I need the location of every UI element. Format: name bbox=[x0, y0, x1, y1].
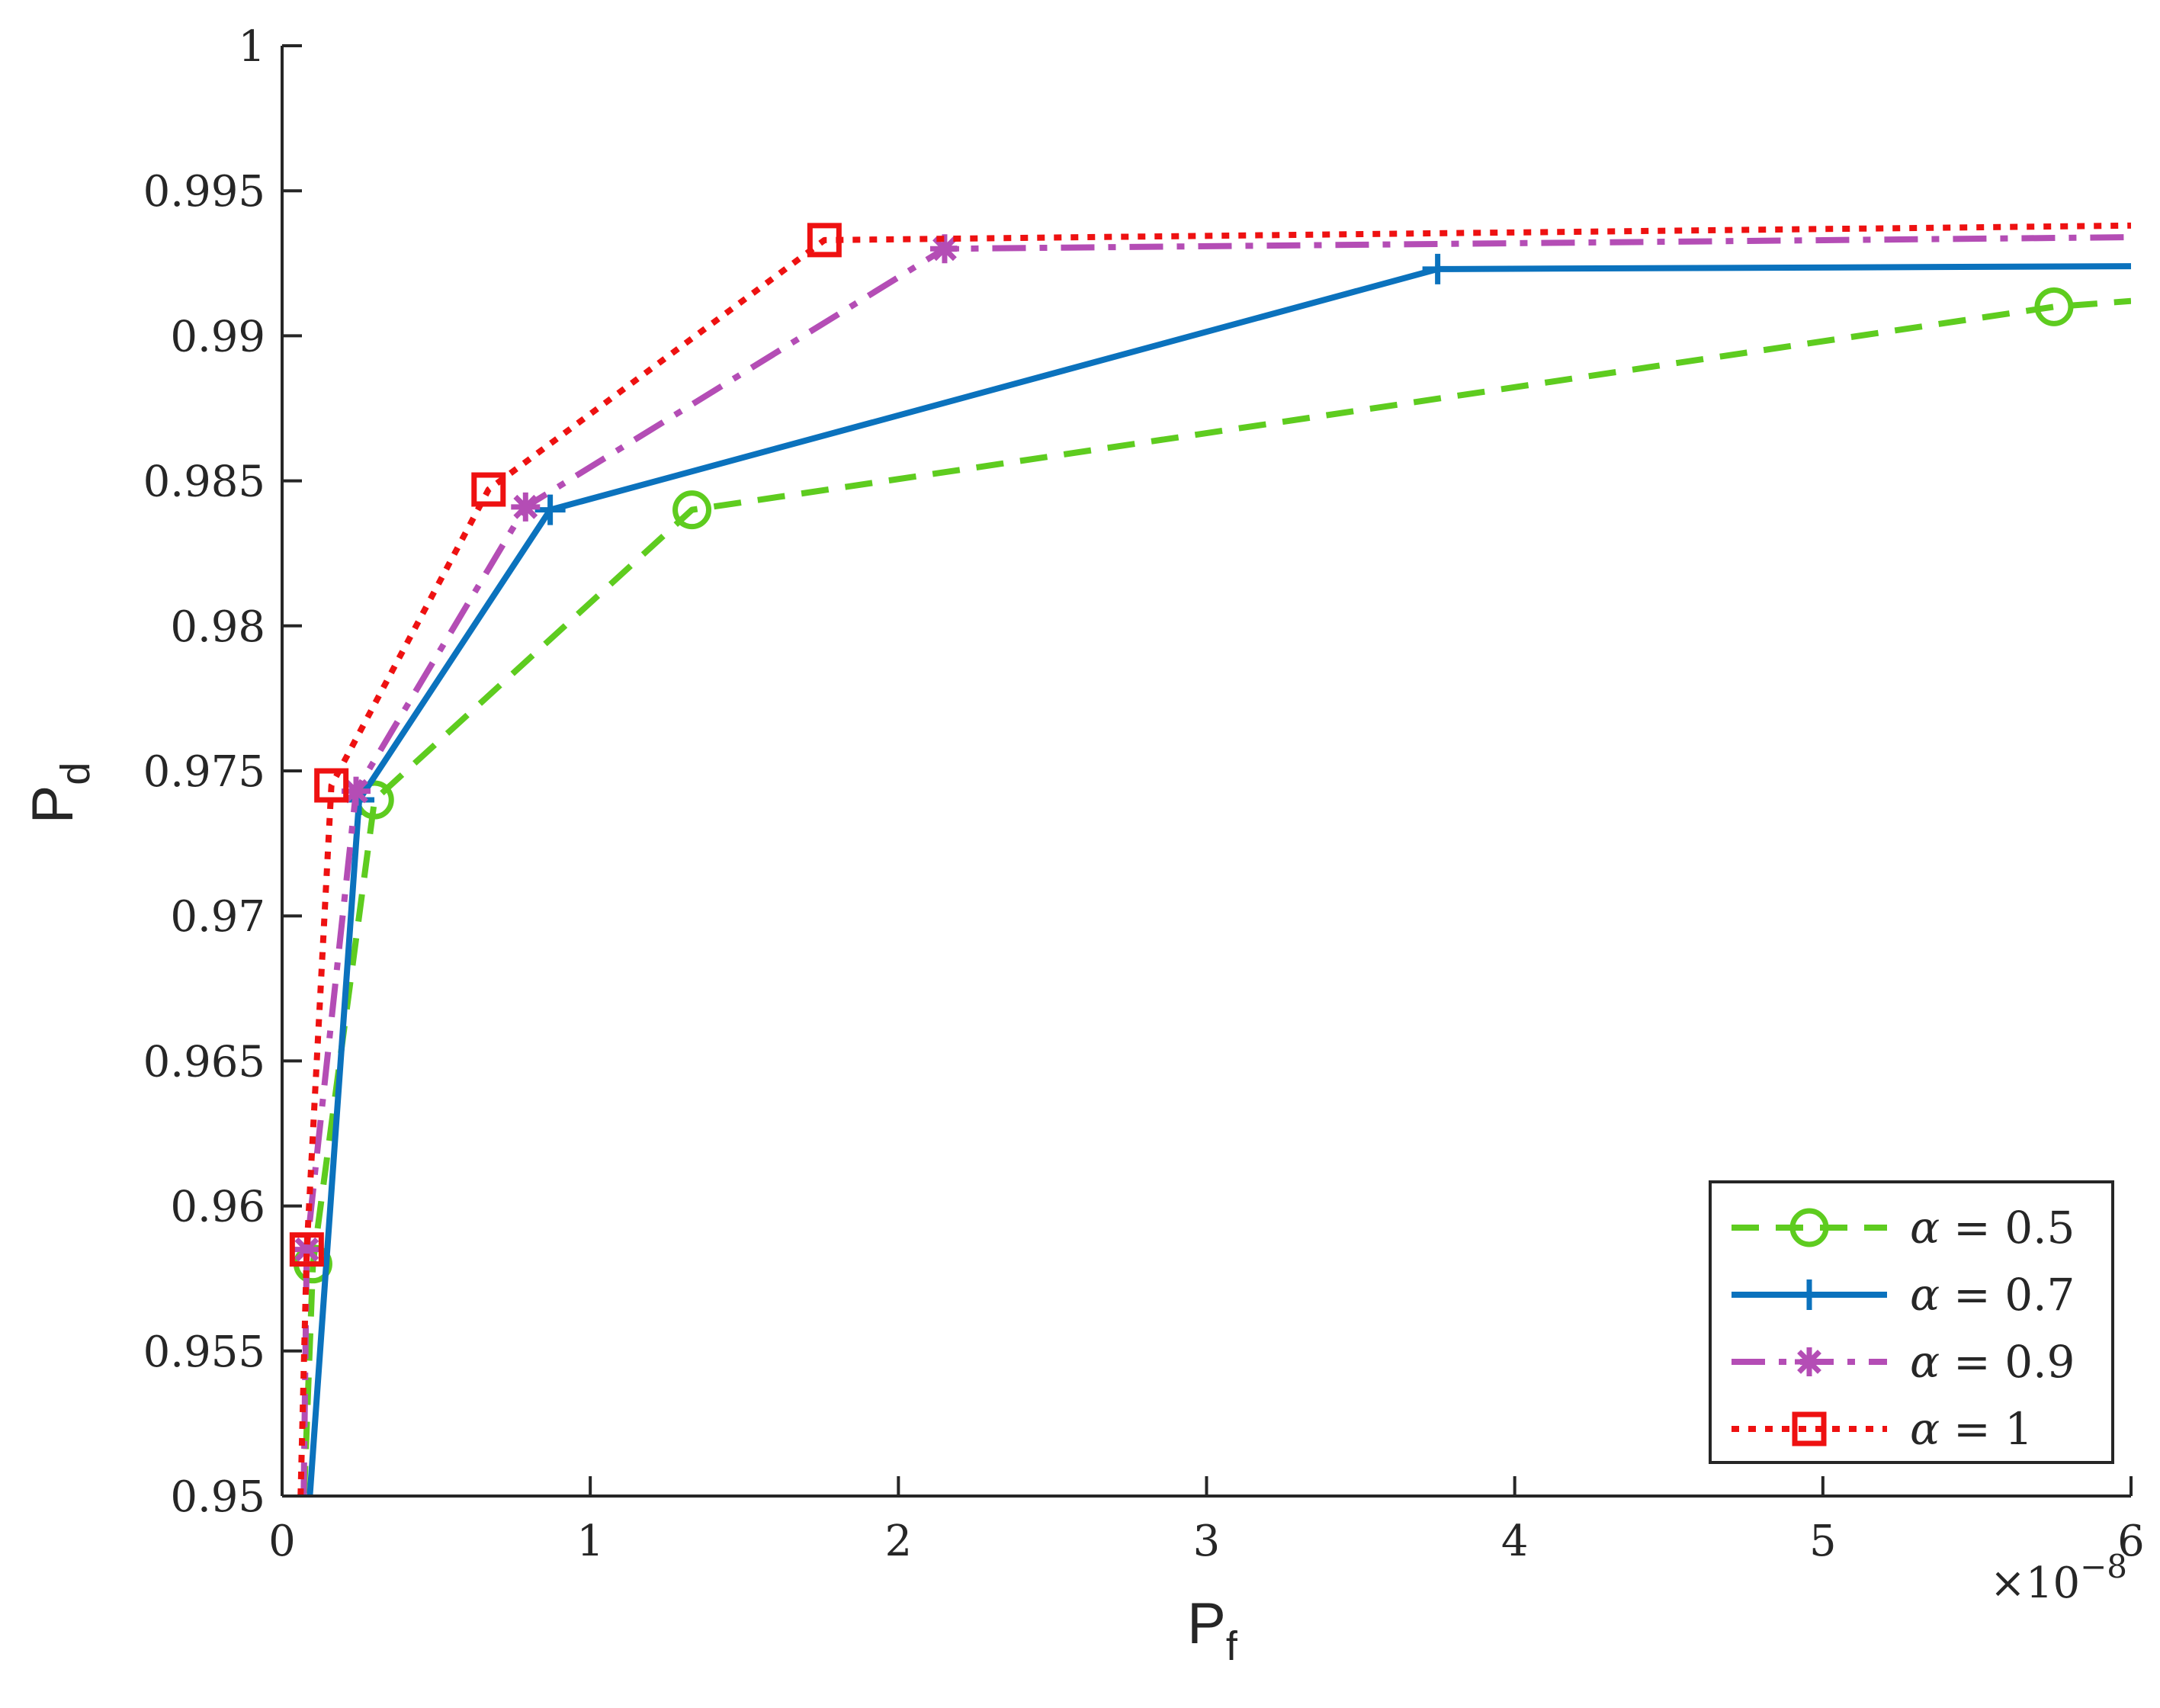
y-tick-label: 0.955 bbox=[143, 1328, 265, 1377]
y-tick-label: 0.995 bbox=[143, 167, 265, 217]
legend-label: α = 0.5 bbox=[1910, 1202, 2075, 1254]
data-point bbox=[292, 1234, 322, 1264]
y-axis: 0.95 0.955 0.96 0.965 0.97 0.975 0.98 0.985 0.99… bbox=[143, 22, 302, 1522]
data-point bbox=[929, 234, 959, 264]
series-3 bbox=[292, 234, 2131, 1496]
data-point bbox=[314, 768, 349, 803]
x-tick-label: 2 bbox=[885, 1517, 913, 1566]
data-point bbox=[534, 494, 566, 525]
y-tick-label: 0.985 bbox=[143, 458, 265, 507]
x-axis-exponent: ×10−8 bbox=[1990, 1548, 2127, 1608]
plot-area bbox=[289, 222, 2131, 1496]
x-axis-label: Pf bbox=[1187, 1591, 1238, 1669]
x-tick-label: 6 bbox=[2117, 1517, 2145, 1566]
legend: α = 0.5 α = 0.7 α = 0.9 α = 1 bbox=[1709, 1180, 2114, 1464]
legend-marker bbox=[1789, 1208, 1829, 1247]
data-point bbox=[289, 1232, 324, 1267]
y-tick-label: 0.98 bbox=[170, 602, 265, 652]
legend-label: α = 0.9 bbox=[1910, 1336, 2075, 1388]
y-tick-label: 0.975 bbox=[143, 747, 265, 797]
y-axis-label: Pd bbox=[21, 762, 98, 824]
data-point bbox=[342, 776, 371, 806]
y-tick-label: 0.97 bbox=[170, 892, 265, 942]
x-tick-label: 5 bbox=[1809, 1517, 1837, 1566]
series-line bbox=[297, 222, 2131, 1496]
y-tick-label: 0.965 bbox=[143, 1037, 265, 1087]
legend-item: α = 1 bbox=[1732, 1403, 2033, 1455]
data-point bbox=[511, 492, 541, 522]
data-point bbox=[1422, 253, 1453, 284]
data-point bbox=[807, 223, 842, 258]
legend-item: α = 0.7 bbox=[1732, 1269, 2075, 1321]
x-tick-label: 4 bbox=[1501, 1517, 1529, 1566]
legend-label: α = 0.7 bbox=[1910, 1269, 2075, 1321]
legend-item: α = 0.9 bbox=[1732, 1336, 2075, 1388]
data-point bbox=[471, 472, 506, 507]
y-tick-label: 1 bbox=[238, 22, 265, 72]
series-4 bbox=[289, 222, 2131, 1496]
legend-item: α = 0.5 bbox=[1732, 1202, 2075, 1254]
x-axis: 0 1 2 3 4 5 6 bbox=[268, 1476, 2145, 1566]
x-tick-label: 0 bbox=[268, 1517, 296, 1566]
legend-label: α = 1 bbox=[1910, 1403, 2033, 1455]
series-2 bbox=[307, 253, 2131, 1496]
legend-marker bbox=[1795, 1347, 1824, 1376]
data-point bbox=[2034, 287, 2074, 326]
y-tick-label: 0.96 bbox=[170, 1183, 265, 1232]
legend-marker bbox=[1794, 1279, 1825, 1310]
x-tick-label: 3 bbox=[1193, 1517, 1221, 1566]
y-tick-label: 0.95 bbox=[170, 1472, 265, 1522]
x-tick-label: 1 bbox=[576, 1517, 604, 1566]
y-tick-label: 0.99 bbox=[170, 312, 265, 361]
series-line bbox=[300, 234, 2131, 1496]
data-point bbox=[672, 490, 712, 530]
legend-marker bbox=[1792, 1411, 1827, 1446]
